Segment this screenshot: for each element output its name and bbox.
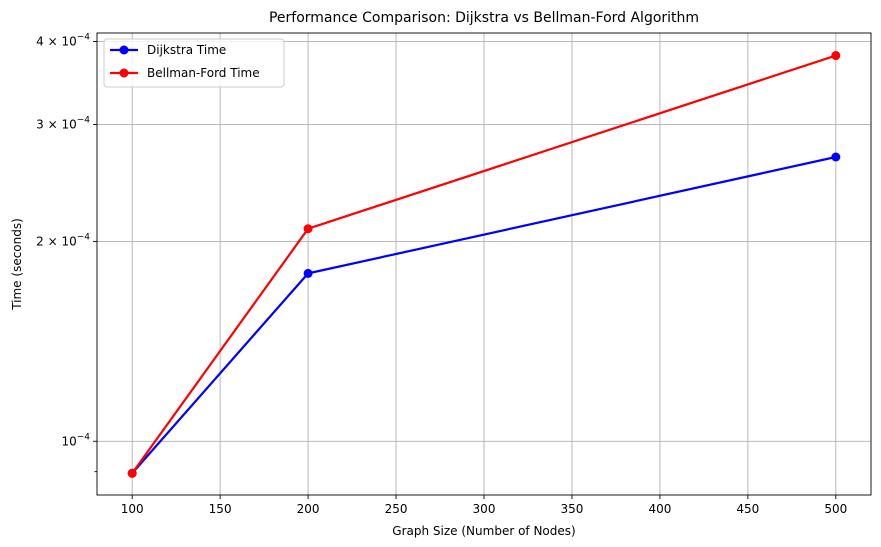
legend-box [103, 38, 285, 88]
x-tick-label: 450 [736, 502, 759, 516]
y-tick-label: 4 × 10−4 [36, 33, 90, 49]
y-tick-label: 2 × 10−4 [36, 232, 90, 248]
y-tick-label: 3 × 10−4 [36, 115, 90, 131]
series-bellman-ford [127, 51, 841, 478]
x-tick-label: 300 [473, 502, 496, 516]
y-axis-label: Time (seconds) [10, 218, 24, 311]
series-layer [127, 51, 841, 478]
x-tick-label: 200 [297, 502, 320, 516]
x-tick-label: 250 [385, 502, 408, 516]
x-tick-label: 400 [648, 502, 671, 516]
x-tick-label: 100 [121, 502, 144, 516]
y-tick-label: 10−4 [61, 432, 90, 448]
data-point [127, 468, 137, 478]
legend: Dijkstra Time Bellman-Ford Time [103, 38, 285, 88]
legend-label: Bellman-Ford Time [147, 66, 260, 80]
legend-label: Dijkstra Time [147, 43, 226, 57]
data-point [303, 224, 313, 234]
data-point [831, 152, 841, 162]
legend-marker [119, 68, 129, 78]
grid-lines [97, 33, 871, 495]
data-point [831, 51, 841, 61]
data-point [303, 268, 313, 278]
chart-title: Performance Comparison: Dijkstra vs Bell… [269, 10, 699, 26]
x-axis-ticks: 100 150 200 250 300 350 400 450 500 [121, 495, 847, 516]
x-tick-label: 500 [824, 502, 847, 516]
x-tick-label: 350 [561, 502, 584, 516]
legend-marker [119, 45, 129, 55]
y-axis-ticks: 10−4 2 × 10−4 3 × 10−4 4 × 10−4 [36, 33, 97, 473]
x-tick-label: 150 [209, 502, 232, 516]
x-axis-label: Graph Size (Number of Nodes) [392, 524, 575, 538]
